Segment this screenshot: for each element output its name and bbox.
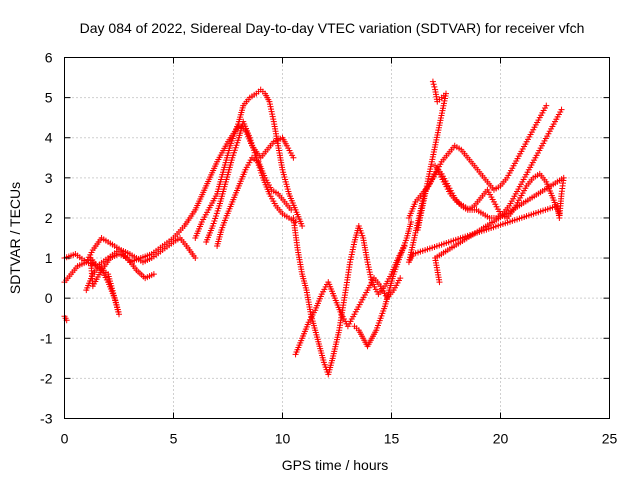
series-track-i xyxy=(351,218,415,350)
series-track-c xyxy=(83,251,157,318)
data-point xyxy=(290,154,297,161)
data-points xyxy=(61,78,567,378)
series-track-a xyxy=(61,122,297,270)
data-point xyxy=(365,264,372,271)
y-axis-title: SDTVAR / TECUs xyxy=(7,182,23,294)
data-point xyxy=(367,271,374,278)
data-point xyxy=(543,102,550,109)
series-track-n xyxy=(61,313,70,324)
data-point xyxy=(366,269,373,276)
y-tick-label: -1 xyxy=(40,330,53,346)
x-tick-label: 5 xyxy=(170,431,178,447)
data-point xyxy=(231,147,238,154)
data-point xyxy=(269,111,276,118)
data-point xyxy=(365,261,372,268)
data-point xyxy=(210,220,217,227)
data-point xyxy=(397,275,404,282)
y-tick-label: 1 xyxy=(45,250,53,266)
chart-title: Day 084 of 2022, Sidereal Day-to-day VTE… xyxy=(80,20,585,36)
data-point xyxy=(150,271,157,278)
data-point xyxy=(408,218,415,225)
data-point xyxy=(215,205,222,212)
x-tick-label: 0 xyxy=(61,431,69,447)
series-track-l xyxy=(432,162,563,221)
data-point xyxy=(230,152,237,159)
y-tick-label: 4 xyxy=(45,130,53,146)
data-point xyxy=(212,215,219,222)
data-point xyxy=(230,149,237,156)
x-axis-title: GPS time / hours xyxy=(282,457,389,473)
data-point xyxy=(364,259,371,266)
data-point xyxy=(213,212,220,219)
y-tick-label: 0 xyxy=(45,290,53,306)
data-point xyxy=(248,139,255,146)
data-point xyxy=(367,274,374,281)
data-point xyxy=(299,222,306,229)
data-point xyxy=(229,154,236,161)
x-tick-label: 15 xyxy=(384,431,400,447)
data-point xyxy=(266,98,273,105)
data-point xyxy=(349,249,356,256)
data-point xyxy=(431,83,438,90)
data-point xyxy=(247,137,254,144)
data-point xyxy=(268,108,275,115)
data-point xyxy=(252,152,259,159)
data-point xyxy=(430,81,437,88)
data-point xyxy=(349,246,356,253)
series-track-m xyxy=(405,78,567,286)
data-point xyxy=(213,210,220,217)
series-track-d xyxy=(192,86,306,241)
data-point xyxy=(366,266,373,273)
grid xyxy=(64,57,610,419)
data-point xyxy=(250,144,257,151)
y-tick-label: 6 xyxy=(45,50,53,66)
data-point xyxy=(211,217,218,224)
data-point xyxy=(267,103,274,110)
data-point xyxy=(558,106,565,113)
series-track-f xyxy=(214,154,295,250)
data-point xyxy=(347,256,354,263)
data-point xyxy=(270,116,277,123)
data-point xyxy=(269,113,276,120)
y-tick-label: -3 xyxy=(40,411,53,427)
y-tick-label: 3 xyxy=(45,170,53,186)
data-point xyxy=(233,142,240,149)
data-point xyxy=(288,206,295,213)
y-tick-label: -2 xyxy=(40,370,53,386)
data-point xyxy=(232,144,239,151)
data-point xyxy=(251,149,258,156)
data-point xyxy=(348,254,355,261)
data-point xyxy=(249,142,256,149)
data-point xyxy=(214,207,221,214)
data-point xyxy=(268,106,275,113)
x-tick-label: 25 xyxy=(602,431,618,447)
series-track-b xyxy=(61,235,199,286)
data-point xyxy=(348,251,355,258)
data-point xyxy=(347,259,354,266)
plot-frame xyxy=(64,57,610,419)
y-tick-label: 2 xyxy=(45,210,53,226)
data-point xyxy=(234,139,241,146)
data-point xyxy=(436,279,443,286)
data-point xyxy=(266,101,273,108)
data-point xyxy=(350,241,357,248)
data-point xyxy=(350,244,357,251)
x-tick-label: 20 xyxy=(493,431,509,447)
data-point xyxy=(250,147,257,154)
y-tick-label: 5 xyxy=(45,90,53,106)
data-point xyxy=(429,78,436,85)
series-track-e xyxy=(203,118,299,246)
data-point xyxy=(235,137,242,144)
data-point xyxy=(192,255,199,262)
data-point xyxy=(246,134,253,141)
series-track-h xyxy=(292,275,404,358)
axes: 0 5 10 15 20 25 -3 -2 -1 0 1 2 3 4 5 6 xyxy=(40,50,617,447)
x-tick-label: 10 xyxy=(275,431,291,447)
data-point xyxy=(209,222,216,229)
